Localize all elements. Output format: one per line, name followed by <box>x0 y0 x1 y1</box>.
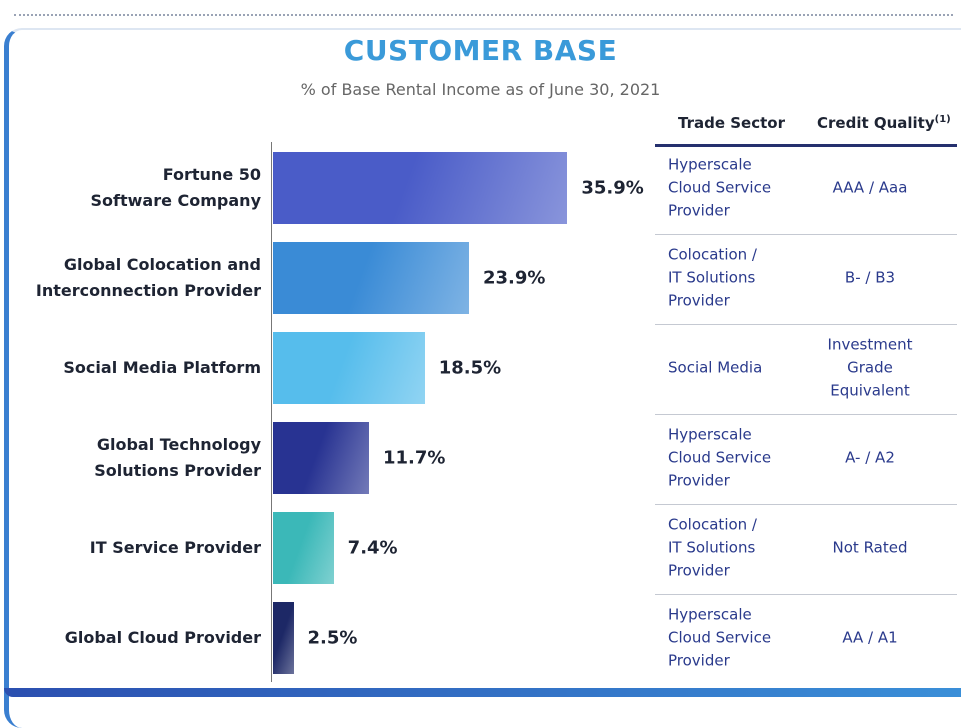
row-separator <box>655 234 957 235</box>
bar <box>273 242 469 314</box>
category-label: Fortune 50 Software Company <box>90 165 262 210</box>
column-header: Credit Quality <box>817 114 935 132</box>
column-note: (1) <box>934 114 951 125</box>
value-label: 23.9% <box>482 267 546 289</box>
value-label: 18.5% <box>438 357 502 379</box>
column-header: Trade Sector <box>678 114 785 132</box>
slide: CUSTOMER BASE % of Base Rental Income as… <box>4 14 961 728</box>
row-separator <box>655 324 957 325</box>
axis-line <box>271 142 272 682</box>
category-label: IT Service Provider <box>89 538 261 557</box>
trade-sector: Hyperscale Cloud Service Provider <box>668 605 772 670</box>
credit-quality: AAA / Aaa <box>832 178 908 197</box>
credit-quality: Investment Grade Equivalent <box>827 335 913 400</box>
bar <box>273 512 334 584</box>
chart-subtitle: % of Base Rental Income as of June 30, 2… <box>300 80 661 99</box>
trade-sector: Colocation / IT Solutions Provider <box>668 245 757 310</box>
trade-sector: Hyperscale Cloud Service Provider <box>668 155 772 220</box>
row-separator <box>655 594 957 595</box>
trade-sector: Colocation / IT Solutions Provider <box>668 515 757 580</box>
header-rule <box>655 144 957 147</box>
credit-quality: AA / A1 <box>842 628 898 647</box>
value-label: 35.9% <box>581 177 644 199</box>
row-separator <box>655 504 957 505</box>
category-label: Global Colocation and Interconnection Pr… <box>35 255 261 300</box>
bar <box>273 602 294 674</box>
bar <box>273 152 568 224</box>
dotted-rule <box>14 14 953 16</box>
category-label: Global Cloud Provider <box>64 628 261 647</box>
trade-sector: Social Media <box>668 358 763 377</box>
trade-sector: Hyperscale Cloud Service Provider <box>668 425 772 490</box>
credit-quality: Not Rated <box>832 538 908 557</box>
value-label: 11.7% <box>382 447 446 469</box>
category-label: Social Media Platform <box>63 358 261 377</box>
frame-edge <box>4 688 961 697</box>
bar <box>273 332 425 404</box>
value-label: 7.4% <box>347 537 398 559</box>
column-header-wrap: Credit Quality(1) <box>817 114 951 132</box>
chart-title: CUSTOMER BASE <box>343 34 618 67</box>
frame <box>4 28 961 728</box>
row-separator <box>655 414 957 415</box>
category-label: Global Technology Solutions Provider <box>94 435 261 480</box>
bar <box>273 422 369 494</box>
credit-quality: A- / A2 <box>845 448 895 467</box>
value-label: 2.5% <box>307 627 358 649</box>
credit-quality: B- / B3 <box>844 268 896 287</box>
